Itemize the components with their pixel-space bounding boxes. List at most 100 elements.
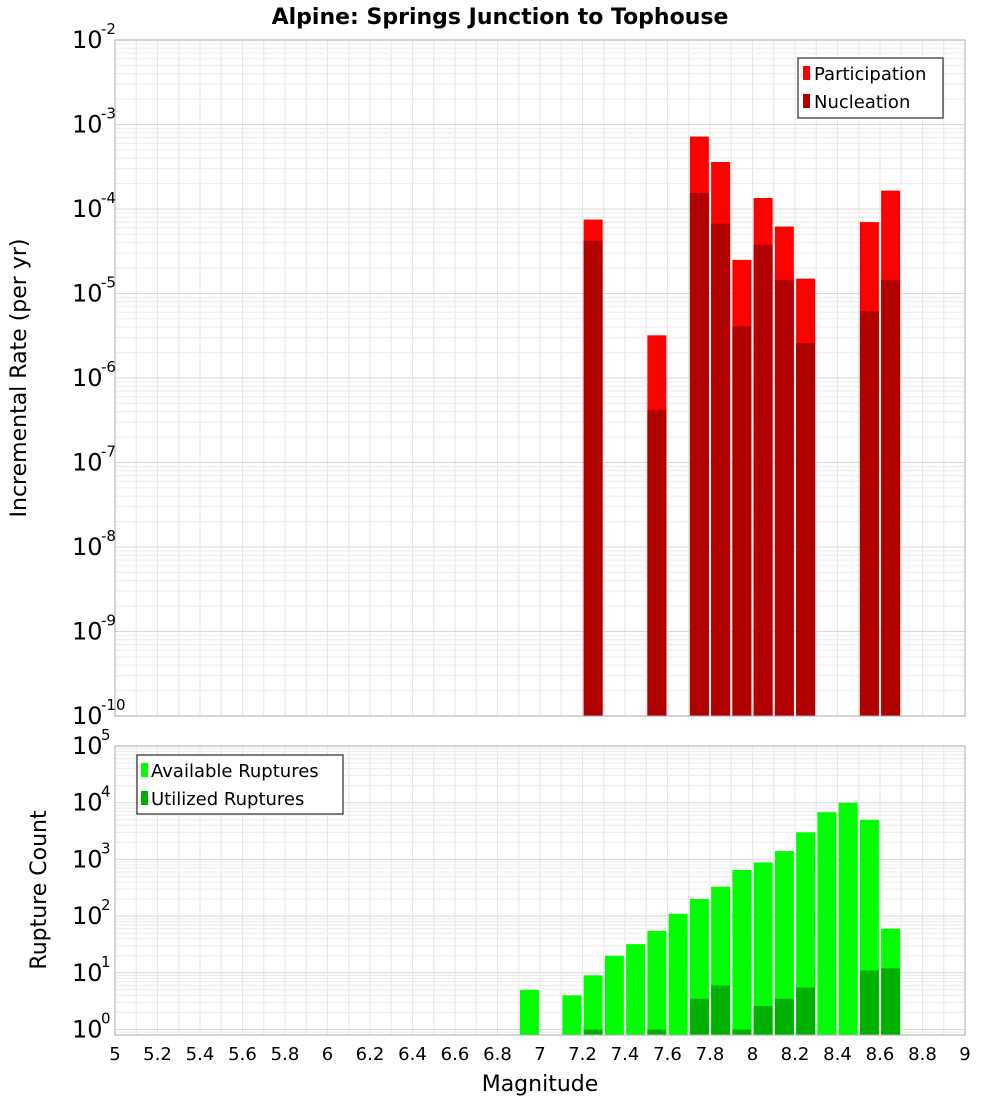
x-tick-label: 7.6 <box>653 1044 682 1065</box>
top-bar-nucleation <box>859 311 879 716</box>
bottom-y-tick-label: 104 <box>72 783 111 817</box>
x-tick-label: 7.4 <box>611 1044 640 1065</box>
top-y-tick-label: 10-5 <box>72 274 116 308</box>
bottom-bar-utilized-ruptures <box>711 985 731 1035</box>
bottom-y-tick-label: 102 <box>72 896 111 930</box>
bottom-y-tick-exponent: 2 <box>101 896 111 914</box>
top-y-tick-exponent: -8 <box>101 527 116 545</box>
legend-label-nucleation: Nucleation <box>814 92 910 113</box>
top-bar-nucleation <box>689 192 709 716</box>
bottom-y-tick-base: 10 <box>72 732 103 760</box>
x-tick-label: 8 <box>747 1044 758 1065</box>
top-y-tick-base: 10 <box>72 195 103 223</box>
top-y-tick-label: 10-8 <box>72 527 116 561</box>
bottom-y-tick-label: 100 <box>72 1010 111 1044</box>
top-y-tick-exponent: -7 <box>101 443 116 461</box>
top-legend-box <box>797 57 944 119</box>
bottom-bar-available-ruptures <box>838 802 858 1035</box>
top-bar-nucleation <box>796 342 816 716</box>
bottom-y-axis-label: Rupture Count <box>27 810 52 970</box>
bottom-y-tick-base: 10 <box>72 1016 103 1044</box>
x-tick-labels: 5 5.2 5.4 5.6 5.8 6 6.2 6.4 6.6 6.8 7 7.2 7.4 7.6 7.8 8… <box>109 1044 970 1065</box>
top-y-tick-label: 10-7 <box>72 443 116 477</box>
top-bar-nucleation <box>711 223 731 716</box>
x-tick-label: 9 <box>959 1044 970 1065</box>
top-y-tick-base: 10 <box>72 280 103 308</box>
bottom-y-tick-label: 103 <box>72 839 111 873</box>
x-tick-label: 5.4 <box>186 1044 215 1065</box>
top-y-tick-label: 10-4 <box>72 189 116 223</box>
top-y-axis-label: Incremental Rate (per yr) <box>7 239 32 518</box>
bottom-y-tick-label: 101 <box>72 953 111 987</box>
bottom-bar-available-ruptures <box>753 862 773 1035</box>
top-y-tick-label: 10-10 <box>72 696 126 730</box>
bottom-bar-utilized-ruptures <box>732 1029 752 1035</box>
legend-swatch-available <box>141 763 148 777</box>
bottom-bar-available-ruptures <box>626 944 646 1035</box>
x-tick-label: 8.8 <box>908 1044 937 1065</box>
x-tick-label: 8.6 <box>866 1044 895 1065</box>
bottom-legend-box <box>136 754 344 815</box>
bottom-y-tick-base: 10 <box>72 959 103 987</box>
bottom-y-tick-exponent: 4 <box>101 783 111 801</box>
top-y-tick-base: 10 <box>72 26 103 54</box>
legend-swatch-utilized <box>141 791 148 805</box>
x-tick-label: 6 <box>322 1044 333 1065</box>
top-bar-nucleation <box>774 279 794 716</box>
x-tick-label: 5.2 <box>143 1044 172 1065</box>
top-y-tick-label: 10-3 <box>72 105 116 139</box>
bottom-y-tick-base: 10 <box>72 902 103 930</box>
x-tick-label: 5.6 <box>228 1044 257 1065</box>
top-y-tick-base: 10 <box>72 702 103 730</box>
top-y-tick-exponent: -6 <box>101 358 116 376</box>
bottom-bar-available-ruptures <box>817 812 837 1035</box>
top-y-tick-exponent: -3 <box>101 105 116 123</box>
bottom-bars <box>519 802 901 1035</box>
x-tick-label: 8.4 <box>823 1044 852 1065</box>
chart-title: Alpine: Springs Junction to Tophouse <box>272 5 729 30</box>
x-tick-label: 5.8 <box>271 1044 300 1065</box>
bottom-y-tick-exponent: 1 <box>101 953 111 971</box>
x-tick-label: 7.8 <box>696 1044 725 1065</box>
top-y-tick-exponent: -4 <box>101 189 116 207</box>
bottom-bar-utilized-ruptures <box>859 970 879 1035</box>
top-bars <box>583 136 901 717</box>
bottom-bar-available-ruptures <box>668 913 688 1035</box>
top-bar-nucleation <box>583 240 603 716</box>
bottom-bar-utilized-ruptures <box>774 998 794 1035</box>
top-bar-nucleation <box>647 409 667 716</box>
bottom-bar-available-ruptures <box>583 975 603 1035</box>
x-tick-label: 7.2 <box>568 1044 597 1065</box>
top-legend: Participation Nucleation <box>797 57 944 119</box>
top-y-tick-base: 10 <box>72 111 103 139</box>
top-y-tick-exponent: -5 <box>101 274 116 292</box>
top-bar-nucleation <box>732 326 752 716</box>
bottom-y-tick-base: 10 <box>72 845 103 873</box>
top-y-tick-label: 10-9 <box>72 612 116 646</box>
top-grid <box>114 39 966 717</box>
bottom-bar-available-ruptures <box>647 930 667 1035</box>
bottom-y-tick-exponent: 0 <box>101 1010 111 1028</box>
bottom-bar-available-ruptures <box>796 832 816 1035</box>
bottom-y-tick-label: 105 <box>72 726 111 760</box>
top-y-tick-base: 10 <box>72 533 103 561</box>
top-y-tick-base: 10 <box>72 449 103 477</box>
x-tick-label: 5 <box>109 1044 120 1065</box>
x-tick-label: 7 <box>534 1044 545 1065</box>
top-y-tick-label: 10-2 <box>72 20 116 54</box>
x-axis-label: Magnitude <box>482 1072 599 1097</box>
bottom-bar-available-ruptures <box>774 851 794 1035</box>
bottom-bar-available-ruptures <box>519 989 539 1035</box>
x-tick-label: 6.4 <box>398 1044 427 1065</box>
top-plot-frame <box>114 39 966 717</box>
bottom-plot-frame <box>114 745 966 1036</box>
legend-label-available: Available Ruptures <box>151 761 319 782</box>
bottom-bar-utilized-ruptures <box>647 1029 667 1035</box>
bottom-bar-available-ruptures <box>604 955 624 1035</box>
bottom-y-tick-exponent: 3 <box>101 839 111 857</box>
legend-swatch-participation <box>803 66 810 80</box>
